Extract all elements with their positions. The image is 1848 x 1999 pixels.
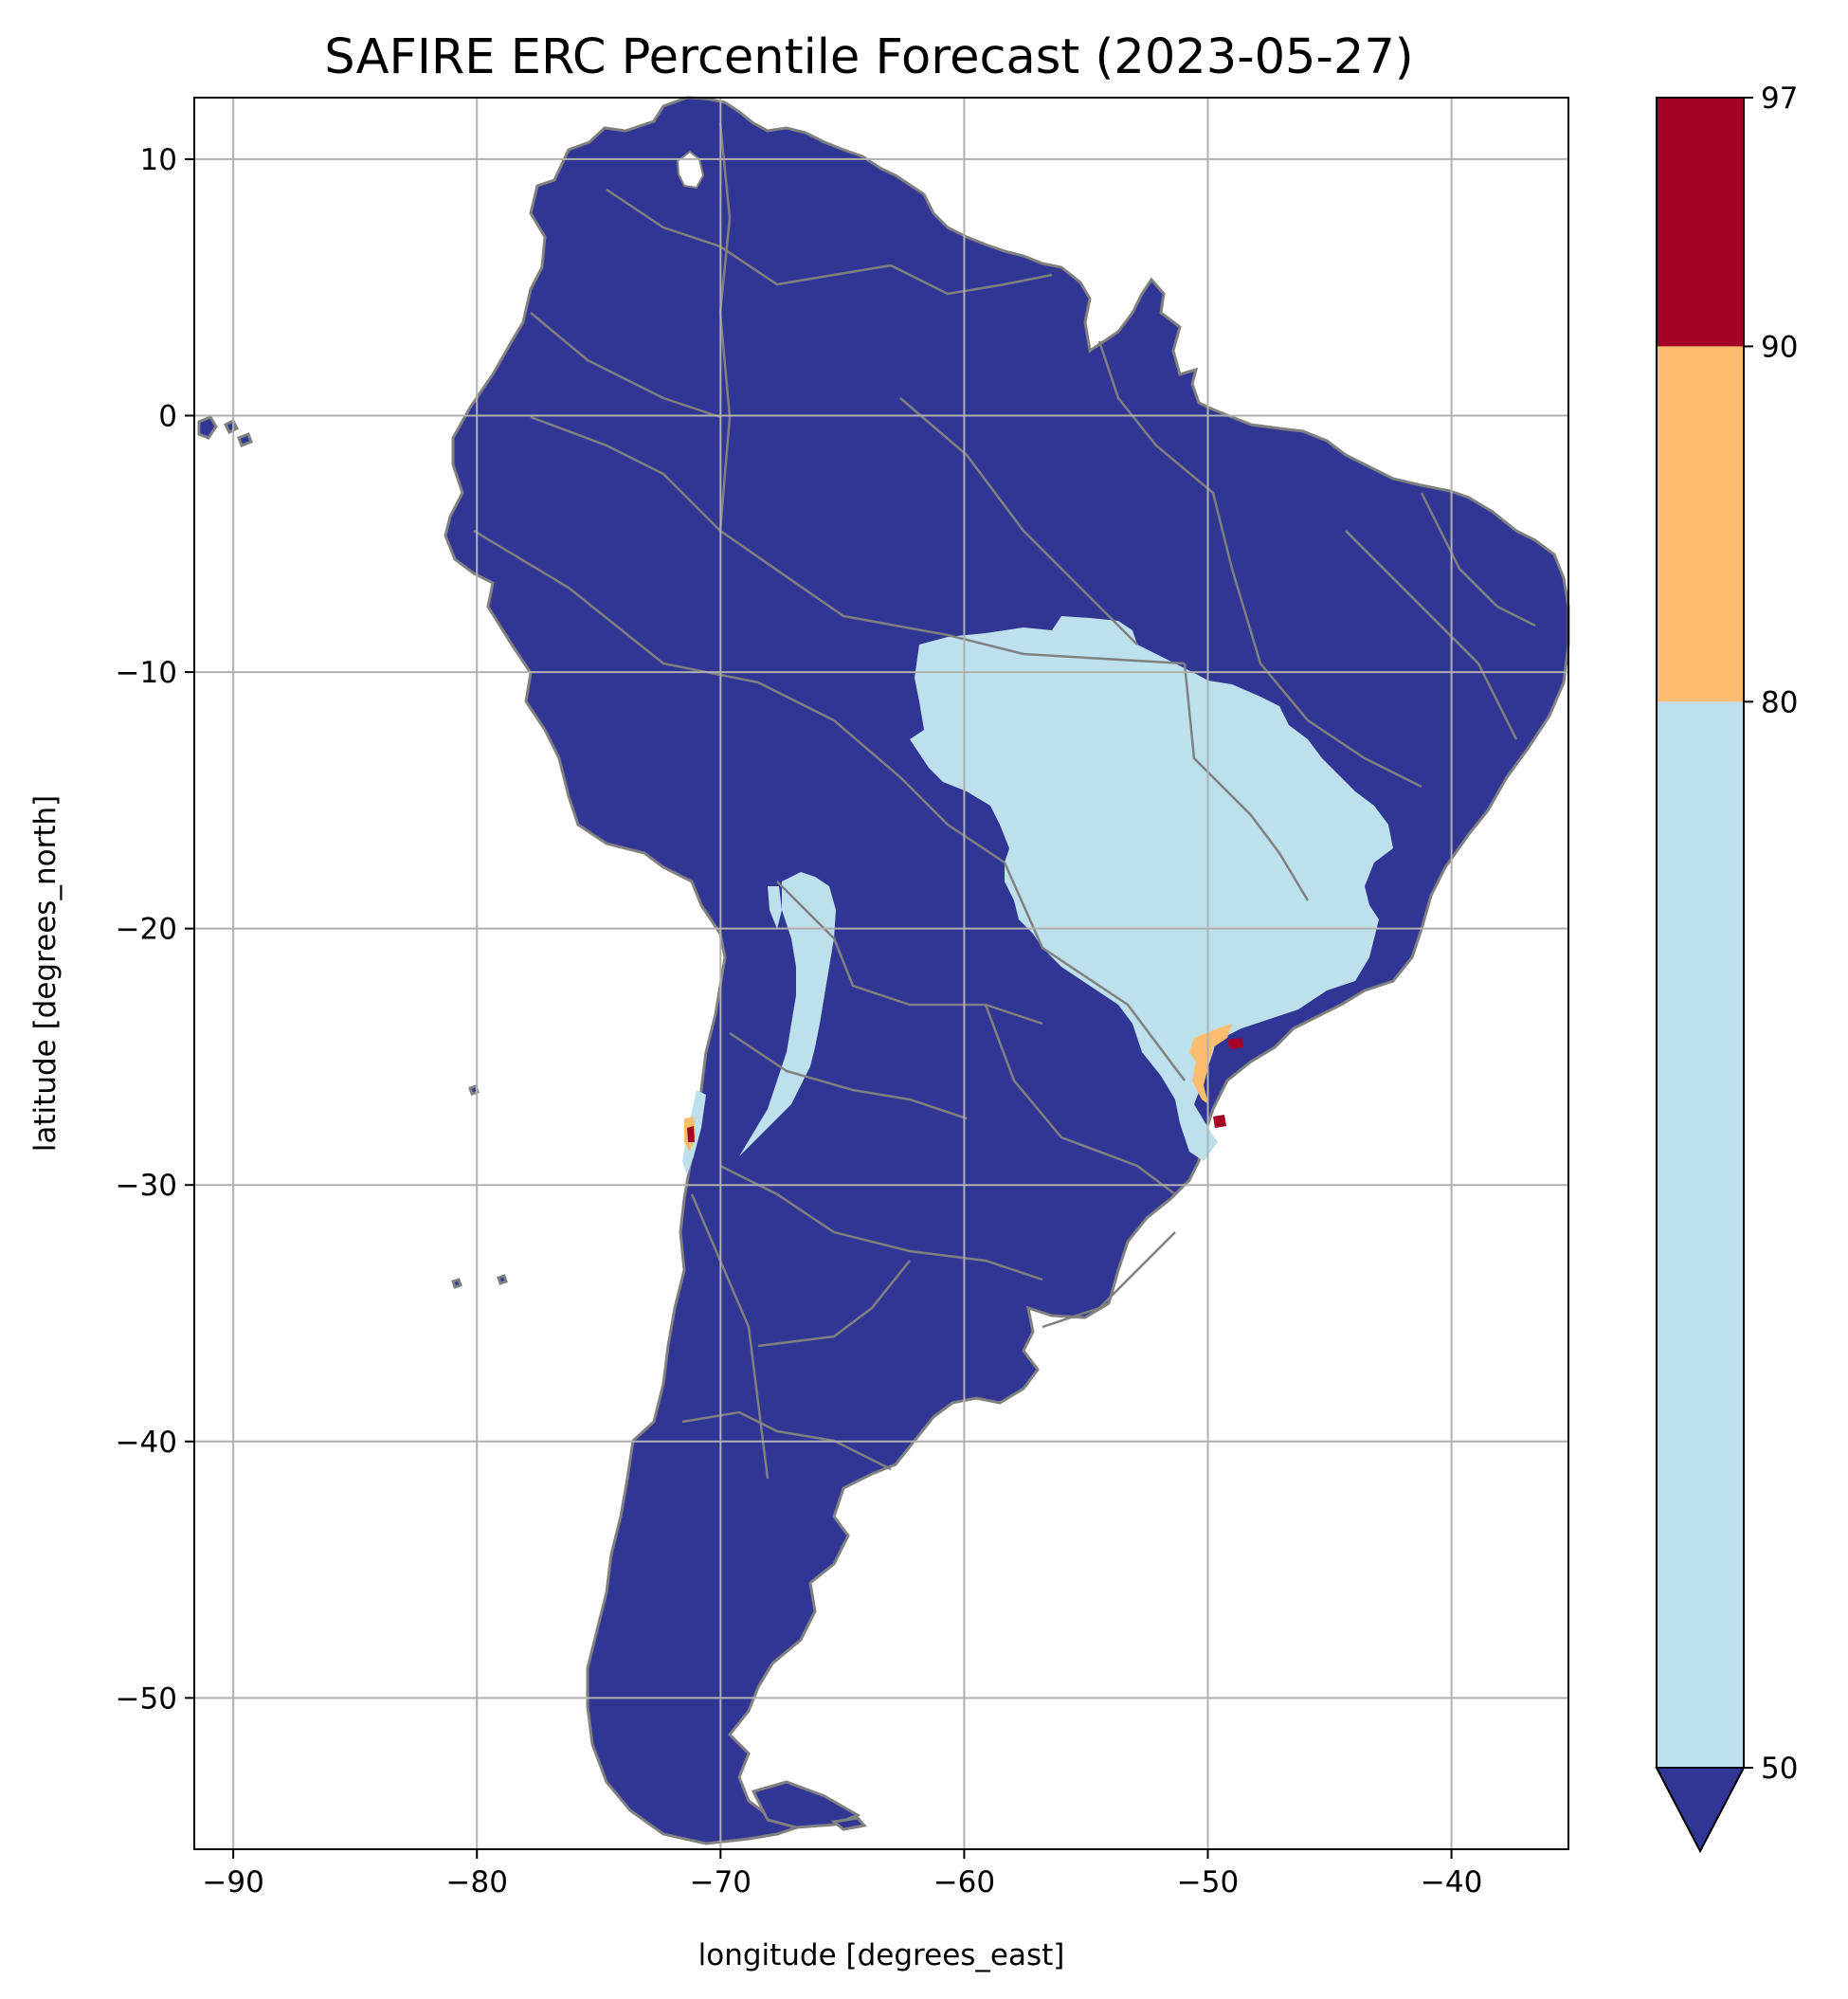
border-line [719, 529, 1186, 665]
y-tick-label: −50 [116, 1681, 177, 1716]
region-90-97-southeast-b [1213, 1115, 1226, 1128]
x-tick-label: −40 [1421, 1865, 1482, 1899]
map-axes-frame [193, 97, 1569, 1850]
border-line [1420, 492, 1536, 627]
map-axes [193, 96, 1570, 1850]
y-tick-label: −10 [116, 656, 177, 690]
x-tick-label: −90 [202, 1865, 263, 1899]
x-tick-label: −50 [1177, 1865, 1239, 1899]
y-tick-label: 10 [140, 143, 177, 177]
region-90-97-chile [687, 1126, 695, 1142]
admin-borders [473, 122, 1536, 1480]
border-line [1183, 663, 1310, 901]
y-tick-label: −20 [116, 913, 177, 947]
colorbar-tick-label: 80 [1761, 685, 1798, 719]
region-50-80-central-brazil [910, 616, 1393, 1085]
region-50-80-andes-west [768, 886, 782, 929]
region-90-97-southeast-a [1227, 1038, 1243, 1049]
colorbar-extend-triangle [1655, 1767, 1746, 1854]
colorbar: 50 80 90 97 [1655, 82, 1798, 1854]
border-line [899, 397, 1138, 645]
colorbar-tick-label: 50 [1761, 1752, 1798, 1786]
border-line [757, 1260, 911, 1348]
colorbar-bin [1657, 701, 1744, 1769]
region-50-80-andes [739, 872, 836, 1156]
x-axis-label: longitude [degrees_east] [698, 1938, 1065, 1972]
border-line [530, 312, 721, 419]
border-line [1097, 340, 1234, 570]
border-line [473, 529, 835, 722]
border-line [1230, 568, 1422, 789]
colorbar-tick-label: 97 [1761, 82, 1798, 116]
border-line [729, 1031, 968, 1120]
y-axis-ticks: 10 0 −10 −20 −30 −40 −50 [116, 143, 194, 1716]
border-line [606, 188, 892, 286]
x-tick-label: −80 [446, 1865, 508, 1899]
falkland-area [830, 1816, 867, 1831]
border-line [833, 719, 1006, 864]
border-line [681, 1410, 892, 1471]
x-axis-ticks: −90 −80 −70 −60 −50 −40 [202, 1849, 1482, 1899]
border-line [530, 415, 721, 532]
y-tick-label: 0 [158, 400, 177, 434]
border-line [690, 1193, 770, 1480]
border-line [984, 1004, 1176, 1195]
gridlines [194, 98, 1568, 1849]
lake-maracaibo [676, 150, 705, 190]
juan-fernandez-islands [451, 1274, 508, 1289]
colorbar-bin [1657, 98, 1744, 347]
border-line [1003, 862, 1186, 1081]
x-tick-label: −70 [690, 1865, 752, 1899]
x-tick-label: −60 [933, 1865, 995, 1899]
border-line [1042, 1231, 1176, 1329]
region-80-90-southeast [1189, 1024, 1232, 1104]
y-axis-label: latitude [degrees_north] [28, 795, 63, 1152]
galapagos-islands [197, 415, 253, 447]
border-line [1345, 530, 1518, 740]
colorbar-tick-label: 90 [1761, 330, 1798, 364]
y-tick-label: −30 [116, 1169, 177, 1203]
map-title: SAFIRE ERC Percentile Forecast (2023-05-… [324, 29, 1413, 85]
colorbar-bin [1657, 346, 1744, 702]
y-tick-label: −40 [116, 1426, 177, 1460]
colorbar-frame [1656, 97, 1745, 1769]
border-line [890, 264, 1053, 296]
border-line [719, 1164, 1043, 1281]
